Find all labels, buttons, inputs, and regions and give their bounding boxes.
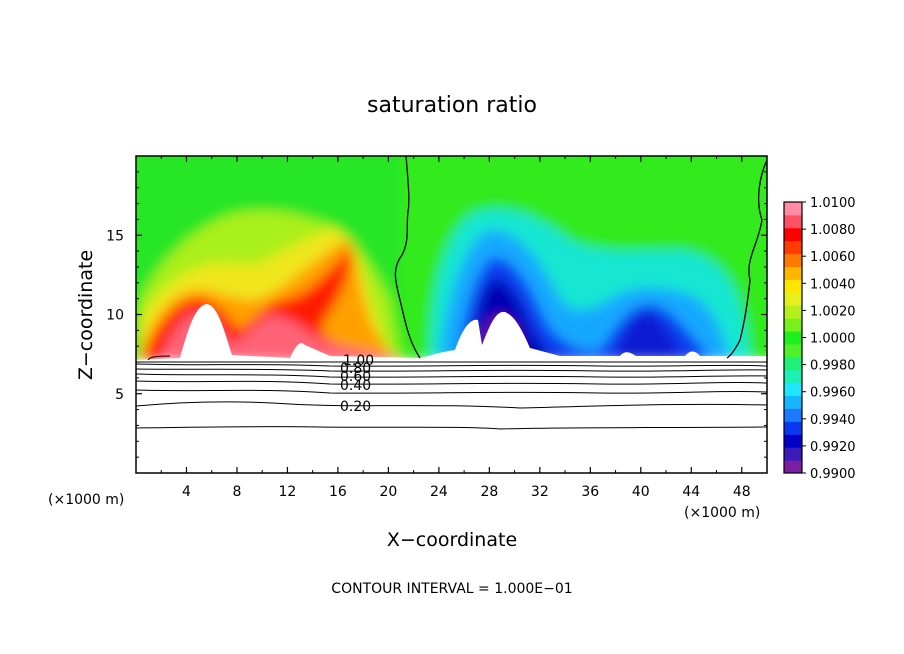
y-tick-label: 15 — [106, 228, 124, 244]
colorbar-swatch — [784, 369, 802, 384]
x-tick-label: 16 — [329, 484, 347, 500]
colorbar-swatch — [784, 421, 802, 435]
y-tick-label: 10 — [106, 308, 124, 324]
contour-line — [136, 426, 767, 430]
contour-line — [136, 373, 767, 378]
colorbar-label: 1.0020 — [810, 304, 856, 319]
colorbar-swatch — [784, 318, 802, 332]
colorbar-swatch — [784, 395, 802, 409]
contour-interval-note: CONTOUR INTERVAL = 1.000E−01 — [331, 581, 572, 597]
isoline-1-0-left — [394, 156, 421, 359]
colorbar-swatch — [784, 331, 802, 345]
colorbar-label: 0.9920 — [810, 440, 856, 455]
x-tick-label: 24 — [430, 484, 448, 500]
x-tick-label: 36 — [581, 484, 599, 500]
x-tick-label: 32 — [531, 484, 549, 500]
colorbar-swatch — [784, 408, 802, 422]
colorbar-swatch — [784, 460, 802, 474]
contour-line — [147, 355, 171, 361]
contour-label: 0.80 — [340, 361, 371, 377]
colorbar-label: 1.0000 — [810, 332, 856, 347]
colorbar-label: 0.9960 — [810, 386, 856, 401]
x-axis-ticks: 4 8 12 16 20 24 28 32 36 40 44 48 — [160, 156, 751, 500]
x-tick-label: 48 — [733, 484, 751, 500]
contour-line — [136, 389, 767, 394]
x-tick-label: 44 — [682, 484, 700, 500]
colorbar-swatch — [784, 266, 802, 280]
chart-title: saturation ratio — [367, 93, 537, 118]
x-unit-left: (×1000 m) — [48, 492, 124, 508]
colorbar-swatch — [784, 253, 802, 268]
contour-lines — [136, 355, 767, 430]
colorbar: 1.0100 1.0080 1.0060 1.0040 1.0020 1.0000 0.99… — [783, 196, 856, 482]
contour-labels: 1.00 0.80 0.60 0.40 0.20 — [340, 353, 374, 415]
x-tick-label: 28 — [480, 484, 498, 500]
terrain — [136, 304, 767, 473]
colorbar-swatch — [784, 305, 802, 319]
x-tick-label: 8 — [232, 484, 241, 500]
colorbar-swatch — [784, 240, 802, 255]
contour-label: 0.20 — [340, 399, 371, 415]
colorbar-label: 1.0080 — [810, 223, 856, 238]
colorbar-swatch — [784, 356, 802, 371]
contour-line — [136, 380, 767, 385]
colorbar-label: 0.9900 — [810, 467, 856, 482]
x-axis-label: X−coordinate — [387, 529, 517, 551]
colorbar-label: 0.9980 — [810, 359, 856, 374]
isoline-1-0-right — [726, 159, 767, 359]
colorbar-swatch — [784, 292, 802, 306]
x-tick-label: 12 — [279, 484, 297, 500]
colorbar-label: 0.9940 — [810, 413, 856, 428]
y-axis-ticks: 5 10 15 — [106, 171, 767, 458]
x-unit-right: (×1000 m) — [684, 505, 760, 521]
colorbar-swatch — [784, 343, 802, 358]
contour-label: 1.00 — [343, 353, 374, 369]
y-tick-label: 5 — [115, 387, 124, 403]
contour-line — [136, 401, 767, 409]
contour-label: 0.40 — [340, 378, 371, 394]
colorbar-label: 1.0040 — [810, 277, 856, 292]
x-tick-label: 20 — [379, 484, 397, 500]
colorbar-label: 1.0060 — [810, 250, 856, 265]
colorbar-swatch — [784, 214, 802, 229]
y-axis-label: Z−coordinate — [75, 250, 97, 380]
contour-line — [136, 363, 767, 367]
colorbar-swatch — [784, 382, 802, 397]
x-tick-label: 40 — [632, 484, 650, 500]
contour-line — [136, 368, 767, 372]
colorbar-swatch — [784, 202, 802, 216]
colorbar-swatch — [784, 447, 802, 461]
contour-label: 0.60 — [340, 369, 371, 385]
field-right-darkblue-2 — [615, 312, 685, 360]
colorbar-swatch — [784, 279, 802, 293]
x-tick-label: 4 — [182, 484, 191, 500]
saturation-isolines — [394, 156, 767, 359]
colorbar-swatch — [784, 227, 802, 242]
colorbar-swatch — [784, 434, 802, 448]
plot-area — [136, 156, 767, 473]
colorbar-label: 1.0100 — [810, 196, 856, 211]
